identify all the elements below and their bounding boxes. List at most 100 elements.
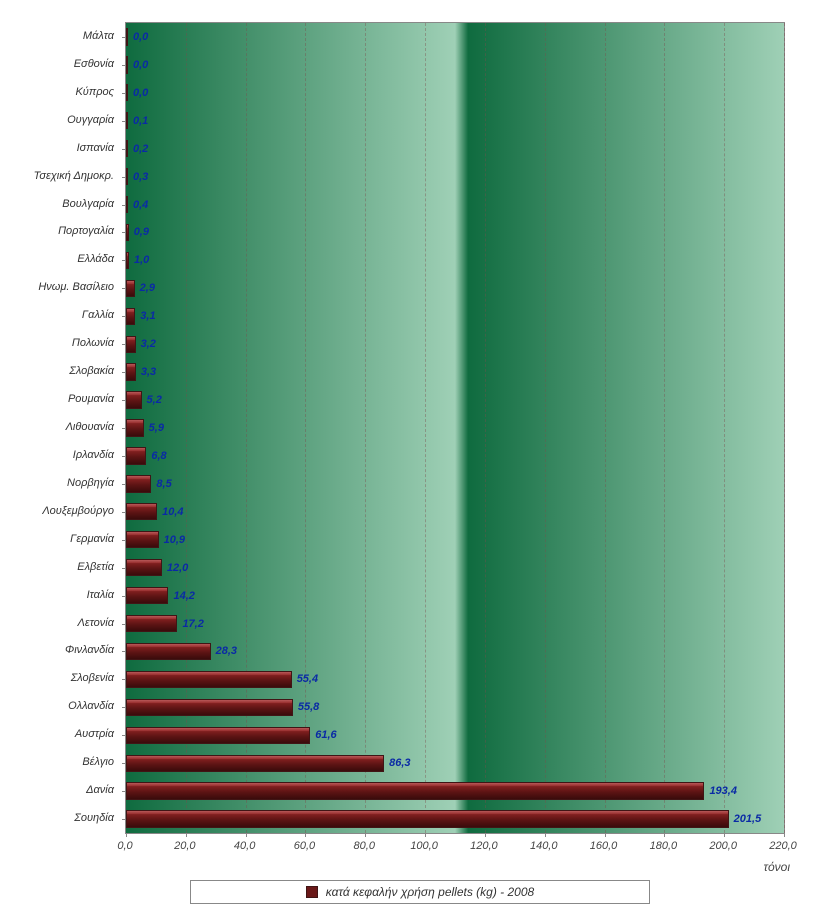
bar: 86,3	[126, 755, 384, 772]
x-axis-labels: 0,020,040,060,080,0100,0120,0140,0160,01…	[125, 836, 785, 856]
y-category-label: Βουλγαρία	[62, 198, 114, 210]
x-tick-label: 40,0	[234, 840, 255, 852]
bar: 0,2	[126, 140, 128, 157]
y-category-label: Ρουμανία	[68, 393, 114, 405]
bar-value-label: 2,9	[134, 282, 155, 294]
bar: 55,4	[126, 671, 292, 688]
bar-value-label: 8,5	[150, 478, 171, 490]
y-category-label: Σλοβακία	[69, 365, 114, 377]
y-category-label: Γερμανία	[70, 533, 114, 545]
x-tick-label: 200,0	[709, 840, 737, 852]
y-category-label: Ολλανδία	[68, 700, 114, 712]
y-tick	[122, 540, 126, 541]
bar: 3,1	[126, 308, 135, 325]
y-tick	[122, 456, 126, 457]
bar: 2,9	[126, 280, 135, 297]
bar-value-label: 5,9	[143, 422, 164, 434]
bar: 10,9	[126, 531, 159, 548]
bar: 8,5	[126, 475, 151, 492]
bar: 0,4	[126, 196, 128, 213]
y-category-label: Πορτογαλία	[58, 225, 114, 237]
bar-value-label: 0,0	[127, 59, 148, 71]
x-tick-label: 160,0	[590, 840, 618, 852]
y-category-label: Σλοβενία	[71, 672, 114, 684]
bar: 0,3	[126, 168, 128, 185]
y-category-label: Γαλλία	[82, 309, 114, 321]
bar: 6,8	[126, 447, 146, 464]
x-tick-label: 0,0	[117, 840, 132, 852]
y-category-label: Πολωνία	[72, 337, 114, 349]
y-tick	[122, 819, 126, 820]
bar: 1,0	[126, 252, 129, 269]
y-category-label: Ισπανία	[77, 142, 114, 154]
y-tick	[122, 65, 126, 66]
plot-area: 0,0 0,0 0,0 0,1 0,2 0,3 0,4 0,9 1,0 2,9 3,1 3,2 3,3 5…	[125, 22, 785, 834]
bar-value-label: 6,8	[145, 450, 166, 462]
y-tick	[122, 651, 126, 652]
y-category-label: Βέλγιο	[82, 756, 114, 768]
bar: 5,2	[126, 391, 142, 408]
bar-value-label: 10,9	[158, 534, 185, 546]
bar: 0,1	[126, 112, 128, 129]
bar: 201,5	[126, 810, 729, 827]
y-tick	[122, 624, 126, 625]
bar-value-label: 0,0	[127, 87, 148, 99]
x-tick-label: 220,0	[769, 840, 797, 852]
y-tick	[122, 707, 126, 708]
bar-value-label: 3,1	[134, 310, 155, 322]
y-tick	[122, 512, 126, 513]
bar-value-label: 0,4	[127, 199, 148, 211]
bar: 0,0	[126, 28, 128, 45]
y-axis-labels: ΜάλταΕσθονίαΚύπροςΟυγγαρίαΙσπανίαΤσεχική…	[10, 22, 120, 834]
bar: 10,4	[126, 503, 157, 520]
legend-text: κατά κεφαλήν χρήση pellets (kg) - 2008	[326, 885, 534, 899]
y-category-label: Φινλανδία	[65, 644, 114, 656]
bar-value-label: 201,5	[728, 813, 762, 825]
bar-value-label: 0,9	[128, 226, 149, 238]
y-category-label: Σουηδία	[74, 812, 114, 824]
x-tick-label: 120,0	[470, 840, 498, 852]
legend-swatch	[306, 886, 318, 898]
bar: 28,3	[126, 643, 211, 660]
bar-value-label: 86,3	[383, 757, 410, 769]
x-axis-title: τόνοι	[763, 860, 790, 874]
y-tick	[122, 372, 126, 373]
bar: 55,8	[126, 699, 293, 716]
bar: 17,2	[126, 615, 177, 632]
bar: 14,2	[126, 587, 168, 604]
y-category-label: Αυστρία	[75, 728, 114, 740]
bar-value-label: 0,2	[127, 143, 148, 155]
bar-value-label: 1,0	[128, 254, 149, 266]
x-tick-label: 140,0	[530, 840, 558, 852]
y-tick	[122, 428, 126, 429]
y-category-label: Κύπρος	[75, 86, 114, 98]
bar-value-label: 0,1	[127, 115, 148, 127]
bar-value-label: 5,2	[141, 394, 162, 406]
bar-value-label: 55,4	[291, 673, 318, 685]
bar-value-label: 193,4	[703, 785, 737, 797]
bar-value-label: 0,3	[127, 171, 148, 183]
y-category-label: Ηνωμ. Βασίλειο	[38, 281, 114, 293]
legend: κατά κεφαλήν χρήση pellets (kg) - 2008	[190, 880, 650, 904]
y-tick	[122, 679, 126, 680]
y-category-label: Εσθονία	[74, 58, 114, 70]
bar: 5,9	[126, 419, 144, 436]
y-category-label: Νορβηγία	[67, 477, 114, 489]
bar-value-label: 3,2	[135, 338, 156, 350]
bar: 3,3	[126, 363, 136, 380]
x-tick-label: 80,0	[354, 840, 375, 852]
y-tick	[122, 484, 126, 485]
y-tick	[122, 260, 126, 261]
y-category-label: Δανία	[86, 784, 114, 796]
bar-value-label: 0,0	[127, 31, 148, 43]
y-category-label: Ελβετία	[77, 561, 114, 573]
y-tick	[122, 763, 126, 764]
y-tick	[122, 37, 126, 38]
y-category-label: Λιθουανία	[66, 421, 114, 433]
y-tick	[122, 596, 126, 597]
bar: 0,0	[126, 84, 128, 101]
y-category-label: Ουγγαρία	[67, 114, 114, 126]
bar-value-label: 3,3	[135, 366, 156, 378]
x-tick-label: 100,0	[410, 840, 438, 852]
y-tick	[122, 288, 126, 289]
